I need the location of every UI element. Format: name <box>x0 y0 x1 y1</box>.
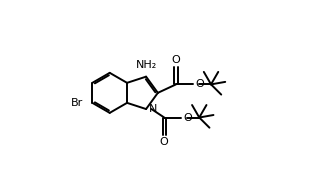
Text: O: O <box>172 55 180 65</box>
Text: N: N <box>149 104 158 114</box>
Text: O: O <box>195 79 204 89</box>
Text: Br: Br <box>71 98 83 108</box>
Text: NH₂: NH₂ <box>136 60 157 70</box>
Text: O: O <box>184 113 192 122</box>
Text: O: O <box>160 137 168 147</box>
